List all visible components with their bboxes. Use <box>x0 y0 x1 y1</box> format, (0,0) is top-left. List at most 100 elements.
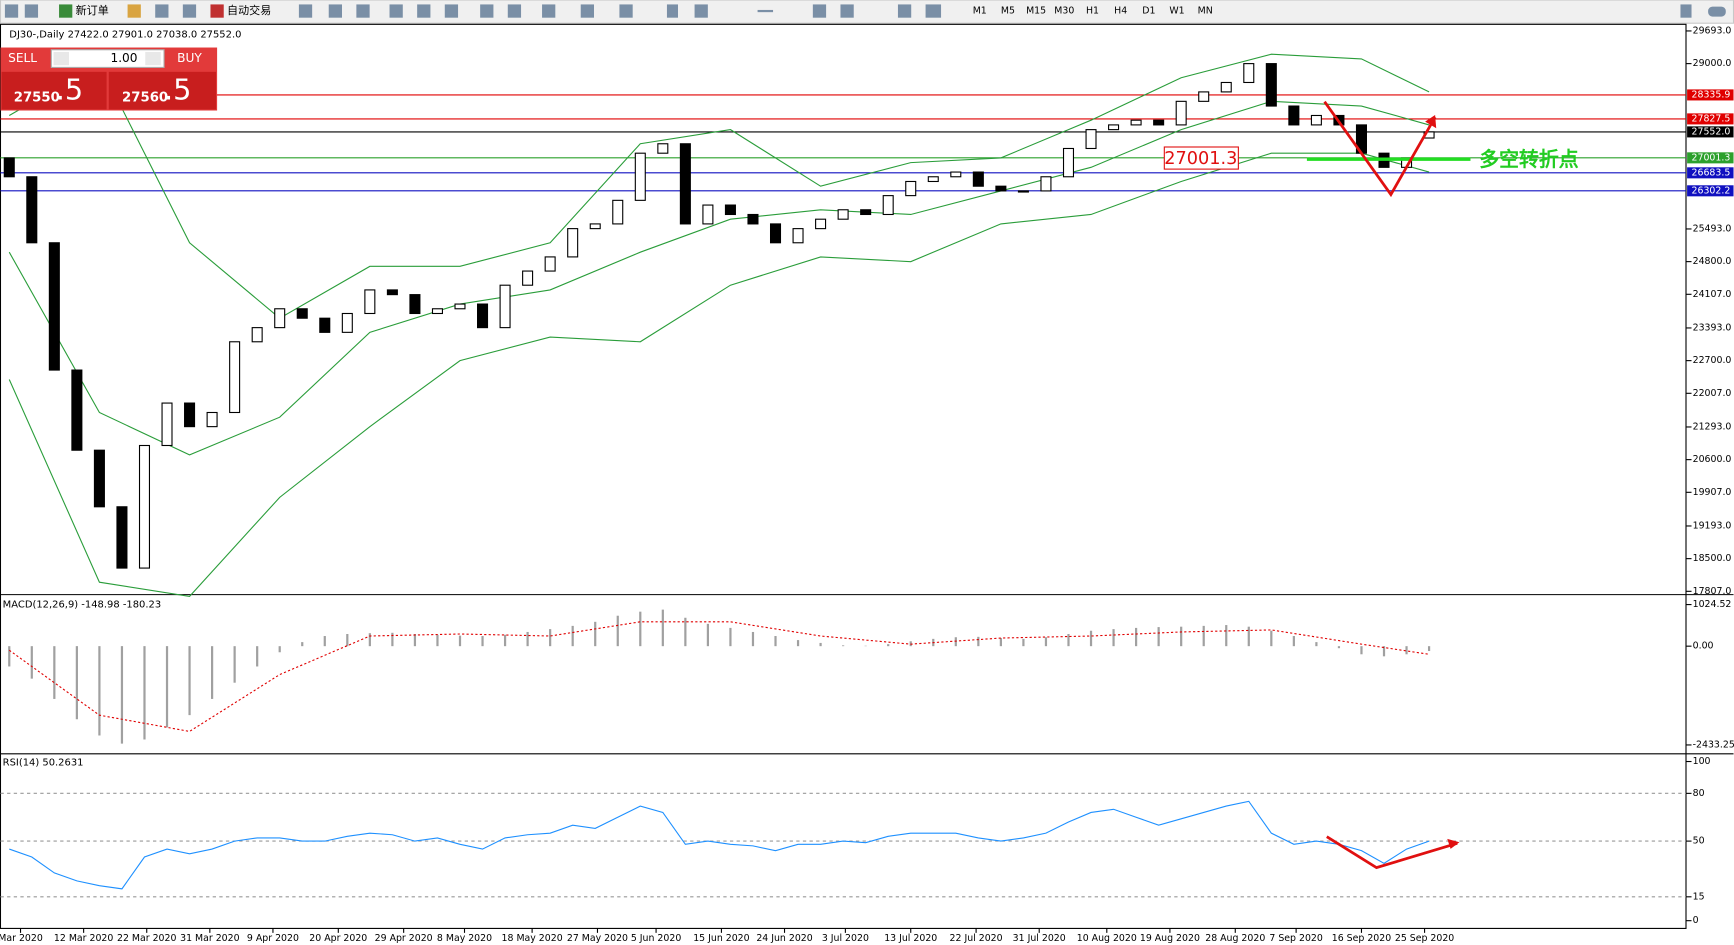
candle <box>1040 176 1052 192</box>
candle <box>815 218 827 230</box>
lots-input[interactable] <box>50 49 165 68</box>
level-annotation-box <box>1163 146 1239 170</box>
icon[interactable] <box>298 4 313 18</box>
candle <box>905 180 917 197</box>
turning-point-label: 多空转折点 <box>1479 148 1579 171</box>
y-tick-label: 0.00 <box>1693 641 1714 652</box>
buy-price[interactable]: 27560 <box>122 90 168 105</box>
x-tick-label: 16 Sep 2020 <box>1332 933 1391 944</box>
candle <box>1243 63 1255 84</box>
candle <box>657 143 669 154</box>
new-order-button[interactable]: 新订单 <box>76 3 109 17</box>
candle <box>364 289 376 315</box>
timeframe-button[interactable]: M15 <box>1026 6 1046 17</box>
price-level-label: 27001.3 <box>1692 152 1731 163</box>
icon[interactable] <box>897 4 912 18</box>
y-tick-label: 100 <box>1693 756 1711 767</box>
icon[interactable] <box>812 4 827 18</box>
icon[interactable] <box>182 4 197 18</box>
candle <box>1017 190 1029 193</box>
timeframe-button[interactable]: H4 <box>1114 6 1127 17</box>
sell-label[interactable]: SELL <box>8 51 37 65</box>
candle <box>1062 147 1075 178</box>
price-level-label: 26683.5 <box>1692 167 1731 178</box>
icon[interactable] <box>24 4 39 18</box>
icon[interactable] <box>59 4 73 18</box>
price-level-label: 26302.2 <box>1692 185 1731 196</box>
icon[interactable] <box>840 4 854 18</box>
icon[interactable] <box>4 4 19 18</box>
sell-button[interactable] <box>1 71 107 110</box>
icon[interactable] <box>619 4 633 18</box>
icon[interactable] <box>356 4 370 18</box>
buy-label[interactable]: BUY <box>177 51 202 65</box>
icon[interactable] <box>389 4 403 18</box>
price-level-box <box>1687 113 1734 125</box>
search-icon[interactable] <box>1680 4 1692 18</box>
y-tick-label: 19907.0 <box>1693 487 1732 498</box>
timeframe-button[interactable]: M1 <box>973 6 987 17</box>
chart-frame <box>0 23 1687 929</box>
x-tick-label: 25 Sep 2020 <box>1395 933 1454 944</box>
icon[interactable] <box>1708 6 1726 17</box>
y-tick-label: 21293.0 <box>1693 421 1732 432</box>
timeframe-button[interactable]: MN <box>1198 6 1213 17</box>
candle <box>409 294 421 315</box>
icon[interactable] <box>925 4 942 18</box>
icon[interactable] <box>757 9 774 13</box>
icon[interactable] <box>210 4 224 18</box>
x-tick-label: 19 Aug 2020 <box>1140 933 1200 944</box>
candle <box>431 308 443 315</box>
icon[interactable] <box>417 4 431 18</box>
x-tick-label: 18 May 2020 <box>502 933 563 944</box>
candle <box>882 195 894 216</box>
candle <box>1288 105 1300 126</box>
timeframe-button[interactable]: M5 <box>1001 6 1015 17</box>
candle <box>927 176 939 183</box>
rsi-line <box>9 800 1430 890</box>
y-tick-label: 29000.0 <box>1693 58 1732 69</box>
candle <box>274 308 286 329</box>
lots-value[interactable]: 1.00 <box>110 51 137 65</box>
timeframe-button[interactable]: H1 <box>1086 6 1099 17</box>
buy-button[interactable] <box>108 71 216 110</box>
y-tick-label: 22700.0 <box>1693 355 1732 366</box>
candle <box>724 204 736 216</box>
lots-up[interactable] <box>145 51 161 66</box>
candle <box>319 317 331 333</box>
icon[interactable] <box>694 4 708 18</box>
candle <box>567 228 579 258</box>
sell-price[interactable]: 27550 <box>14 90 60 105</box>
timeframe-button[interactable]: M30 <box>1054 6 1074 17</box>
icon[interactable] <box>328 4 342 18</box>
x-tick-label: 28 Aug 2020 <box>1205 933 1265 944</box>
icon[interactable] <box>507 4 522 18</box>
candle <box>792 228 804 244</box>
icon[interactable] <box>666 4 678 18</box>
candle <box>251 327 263 343</box>
icon[interactable] <box>480 4 494 18</box>
candle <box>26 176 38 244</box>
y-tick-label: 18500.0 <box>1693 553 1732 564</box>
icon[interactable] <box>444 4 459 18</box>
sell-pips[interactable]: .5 <box>56 73 83 107</box>
auto-trading-button[interactable]: 自动交易 <box>227 3 271 17</box>
timeframe-button[interactable]: D1 <box>1142 6 1155 17</box>
y-tick-label: 24107.0 <box>1693 289 1732 300</box>
candle <box>206 411 218 428</box>
icon[interactable] <box>580 4 594 18</box>
lots-down[interactable] <box>53 51 69 66</box>
icon[interactable] <box>127 4 141 18</box>
candle <box>1085 129 1097 150</box>
candle <box>1153 119 1165 126</box>
candle <box>3 157 15 178</box>
buy-pips[interactable]: .5 <box>164 73 191 107</box>
candle <box>995 185 1007 192</box>
icon[interactable] <box>542 4 556 18</box>
timeframe-button[interactable]: W1 <box>1169 6 1184 17</box>
icon[interactable] <box>155 4 169 18</box>
x-tick-label: 29 Apr 2020 <box>375 933 433 944</box>
candle <box>1265 63 1277 107</box>
price-level-label: 28335.9 <box>1692 89 1731 100</box>
